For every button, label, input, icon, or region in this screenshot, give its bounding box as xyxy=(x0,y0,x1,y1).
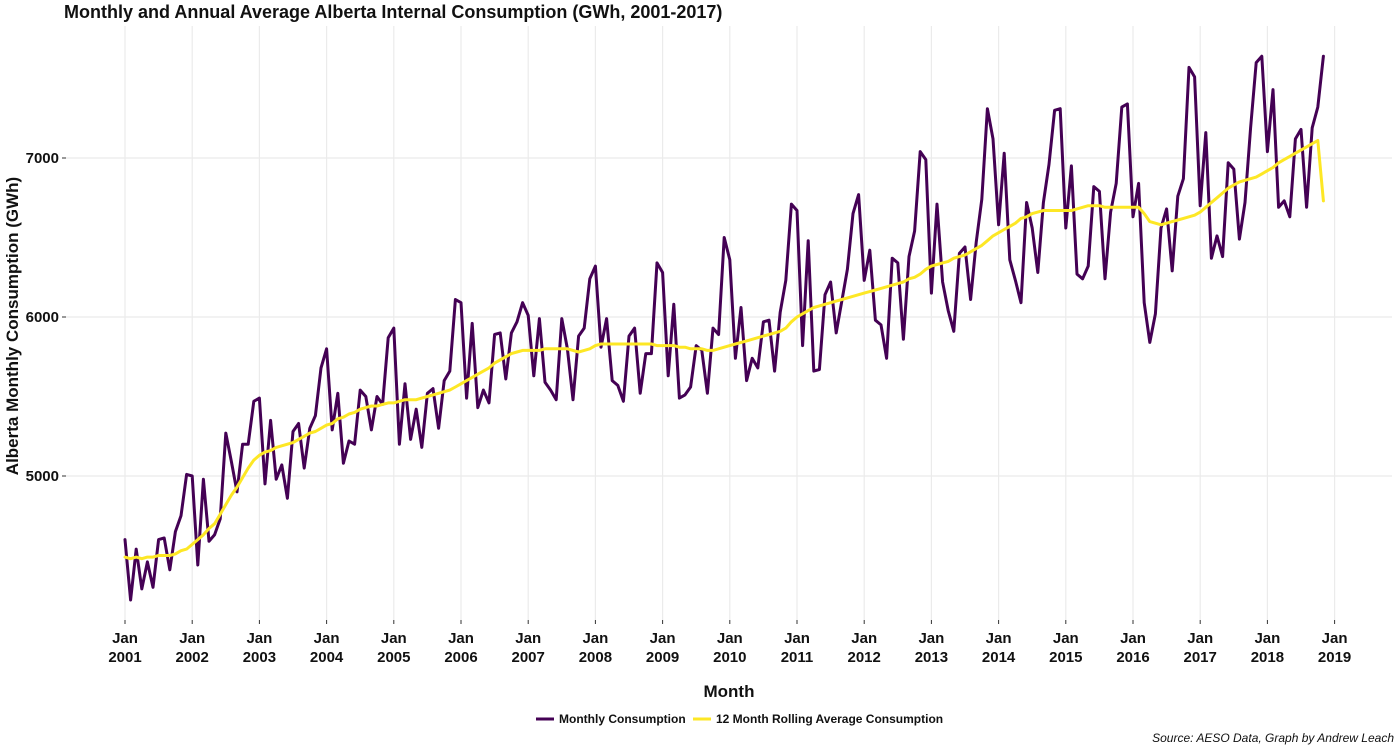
x-tick-label-month: Jan xyxy=(1120,630,1146,647)
x-tick-label-month: Jan xyxy=(986,630,1012,647)
x-tick-label-month: Jan xyxy=(246,630,272,647)
x-tick-label-month: Jan xyxy=(1322,630,1348,647)
x-tick-label-month: Jan xyxy=(918,630,944,647)
x-tick-label-month: Jan xyxy=(381,630,407,647)
y-axis-ticks: 5000 6000 7000 xyxy=(26,150,66,485)
y-axis-label: Alberta Monthly Consumption (GWh) xyxy=(3,177,22,475)
x-tick-label-year: 2004 xyxy=(310,649,344,666)
x-tick-label-year: 2008 xyxy=(579,649,612,666)
x-tick-label-month: Jan xyxy=(851,630,877,647)
x-tick-label-year: 2016 xyxy=(1116,649,1149,666)
legend-label-rolling: 12 Month Rolling Average Consumption xyxy=(716,712,943,726)
x-tick-label-month: Jan xyxy=(112,630,138,647)
legend: Monthly Consumption 12 Month Rolling Aver… xyxy=(536,712,943,726)
x-tick-label-month: Jan xyxy=(515,630,541,647)
x-tick-label-month: Jan xyxy=(650,630,676,647)
grid xyxy=(66,26,1392,620)
x-tick-label-month: Jan xyxy=(314,630,340,647)
monthly-consumption-line xyxy=(123,54,1325,602)
chart-title: Monthly and Annual Average Alberta Inter… xyxy=(64,2,723,22)
x-tick-label-year: 2019 xyxy=(1318,649,1351,666)
x-tick-label-year: 2010 xyxy=(713,649,746,666)
source-caption: Source: AESO Data, Graph by Andrew Leach xyxy=(1152,731,1394,745)
x-axis-ticks: Jan 2001 Jan 2002 Jan 2003 Jan 2004 Jan 2005 Jan 20… xyxy=(108,620,1351,666)
x-tick-label-year: 2003 xyxy=(243,649,276,666)
x-tick-label-year: 2007 xyxy=(512,649,545,666)
x-tick-label-month: Jan xyxy=(179,630,205,647)
x-tick-label-year: 2013 xyxy=(915,649,948,666)
x-tick-label-year: 2018 xyxy=(1251,649,1284,666)
series-lines xyxy=(123,54,1325,602)
x-tick-label-month: Jan xyxy=(717,630,743,647)
y-tick-label: 7000 xyxy=(26,150,59,167)
rolling-average-line xyxy=(123,139,1325,561)
x-tick-label-year: 2002 xyxy=(176,649,209,666)
y-tick-label: 6000 xyxy=(26,309,59,326)
x-tick-label-month: Jan xyxy=(1254,630,1280,647)
x-tick-label-month: Jan xyxy=(582,630,608,647)
x-tick-label-month: Jan xyxy=(448,630,474,647)
x-tick-label-month: Jan xyxy=(1187,630,1213,647)
x-tick-label-year: 2015 xyxy=(1049,649,1082,666)
x-tick-label-year: 2011 xyxy=(781,649,814,666)
x-tick-label-year: 2014 xyxy=(982,649,1016,666)
x-tick-label-month: Jan xyxy=(1053,630,1079,647)
x-axis-label: Month xyxy=(704,682,755,701)
x-tick-label-year: 2001 xyxy=(108,649,141,666)
legend-label-monthly: Monthly Consumption xyxy=(559,712,686,726)
x-tick-label-year: 2005 xyxy=(377,649,410,666)
x-tick-label-year: 2017 xyxy=(1184,649,1217,666)
x-tick-label-year: 2006 xyxy=(444,649,477,666)
x-tick-label-year: 2009 xyxy=(646,649,679,666)
y-tick-label: 5000 xyxy=(26,468,59,485)
x-tick-label-year: 2012 xyxy=(848,649,881,666)
x-tick-label-month: Jan xyxy=(784,630,810,647)
